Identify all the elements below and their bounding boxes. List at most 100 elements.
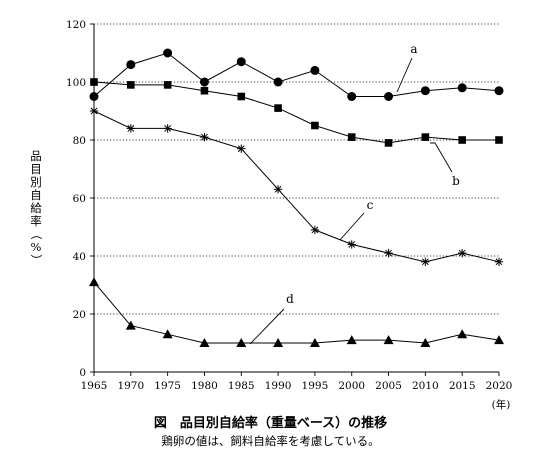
y-axis-label-char: ） — [29, 254, 43, 266]
data-point-asterisk — [384, 248, 393, 258]
y-tick-label: 60 — [73, 193, 86, 205]
asterisk-stroke — [421, 258, 429, 266]
data-point-square — [384, 139, 393, 147]
y-axis-label-char: % — [31, 240, 42, 254]
data-point-triangle — [457, 329, 468, 339]
series-label-b: b — [452, 174, 460, 188]
x-tick-label: 1965 — [81, 380, 108, 392]
data-point-asterisk — [347, 240, 356, 249]
series — [89, 48, 504, 347]
asterisk-stroke — [164, 125, 172, 132]
y-axis-label-char: 率 — [30, 214, 42, 228]
data-point-circle — [420, 86, 430, 96]
data-point-triangle — [346, 335, 357, 345]
asterisk-stroke — [385, 249, 392, 257]
asterisk-stroke — [458, 249, 466, 257]
figure-caption-title: 図 品目別自給率（重量ベース）の推移 — [153, 416, 388, 431]
data-point-asterisk — [237, 144, 246, 153]
data-point-circle — [457, 83, 467, 93]
series-c — [89, 106, 504, 266]
data-point-asterisk — [200, 132, 209, 142]
data-point-square — [237, 92, 246, 101]
data-point-square — [311, 121, 319, 130]
data-point-triangle — [420, 338, 431, 347]
y-axis-label-char: 自 — [30, 188, 42, 202]
figure-caption-note: 鶏卵の値は、飼料自給率を考慮している。 — [161, 434, 380, 448]
data-point-square — [458, 136, 466, 144]
y-axis-label-char: 品 — [30, 149, 42, 163]
x-tick-label: 1980 — [191, 380, 218, 392]
asterisk-stroke — [90, 107, 98, 115]
data-point-circle — [273, 77, 283, 87]
asterisk-stroke — [495, 258, 503, 266]
data-point-triangle — [236, 338, 247, 347]
y-axis-label-char: 給 — [30, 201, 42, 215]
x-tick-label: 1985 — [228, 380, 255, 392]
data-point-circle — [236, 57, 246, 67]
x-tick-label: 1975 — [154, 380, 181, 392]
series-line-b — [93, 81, 499, 144]
data-point-circle — [494, 86, 504, 96]
series-d — [89, 277, 504, 347]
asterisk-stroke — [311, 226, 319, 234]
y-axis-label: 品目別自給率（%） — [29, 149, 43, 266]
series-line-c — [93, 110, 500, 263]
y-tick-label: 100 — [66, 77, 86, 89]
data-point-circle — [163, 48, 173, 58]
callout-line-b — [430, 142, 453, 173]
series-a — [89, 48, 504, 101]
asterisk-stroke — [201, 133, 208, 141]
y-tick-label: 0 — [79, 367, 86, 379]
data-point-circle — [384, 92, 394, 101]
y-tick-label: 40 — [73, 251, 86, 263]
data-point-circle — [89, 92, 99, 101]
data-point-square — [127, 81, 135, 89]
callout-line-a — [396, 57, 413, 93]
asterisk-stroke — [237, 145, 245, 153]
data-point-circle — [347, 92, 357, 101]
data-point-asterisk — [126, 124, 136, 133]
y-axis-label-char: 別 — [30, 175, 42, 189]
data-point-circle — [126, 60, 136, 70]
data-point-triangle — [309, 338, 320, 347]
x-tick-label: 1990 — [265, 380, 292, 392]
series-line-a — [93, 52, 500, 97]
series-callouts: a b c d — [249, 42, 460, 345]
x-unit-label: (年) — [492, 398, 511, 411]
x-tick-label: 1995 — [302, 380, 329, 392]
callout-line-d — [249, 308, 285, 345]
x-tick-label: 1970 — [117, 380, 144, 392]
y-axis-label-char: 目 — [30, 162, 42, 176]
data-point-square — [421, 133, 430, 141]
x-tick-labels: 1965 1970 1975 1980 1985 1990 1995 2000 2005 2010… — [81, 380, 513, 392]
series-label-d: d — [286, 292, 294, 306]
data-point-triangle — [383, 335, 394, 345]
data-point-asterisk — [421, 257, 430, 266]
data-point-square — [163, 81, 172, 89]
data-point-triangle — [199, 338, 210, 347]
series-label-a: a — [410, 42, 417, 56]
data-point-triangle — [125, 320, 136, 330]
y-tick-labels: 0 20 40 60 80 100 120 — [66, 19, 86, 379]
data-point-asterisk — [310, 225, 320, 235]
data-point-triangle — [89, 277, 99, 287]
data-point-circle — [199, 77, 209, 87]
data-point-asterisk — [163, 124, 172, 133]
series-b — [90, 78, 503, 147]
data-point-square — [347, 133, 356, 141]
data-point-square — [274, 104, 282, 112]
data-point-asterisk — [494, 257, 504, 266]
x-tick-label: 2010 — [412, 380, 439, 392]
data-point-square — [495, 136, 503, 144]
data-point-circle — [310, 65, 320, 75]
y-tick-label: 80 — [73, 135, 86, 147]
data-point-triangle — [162, 329, 173, 339]
y-tick-label: 20 — [73, 309, 86, 321]
y-tick-label: 120 — [66, 19, 86, 31]
asterisk-stroke — [348, 241, 356, 248]
data-point-square — [200, 86, 209, 95]
data-point-square — [90, 78, 98, 86]
data-point-triangle — [273, 338, 284, 347]
